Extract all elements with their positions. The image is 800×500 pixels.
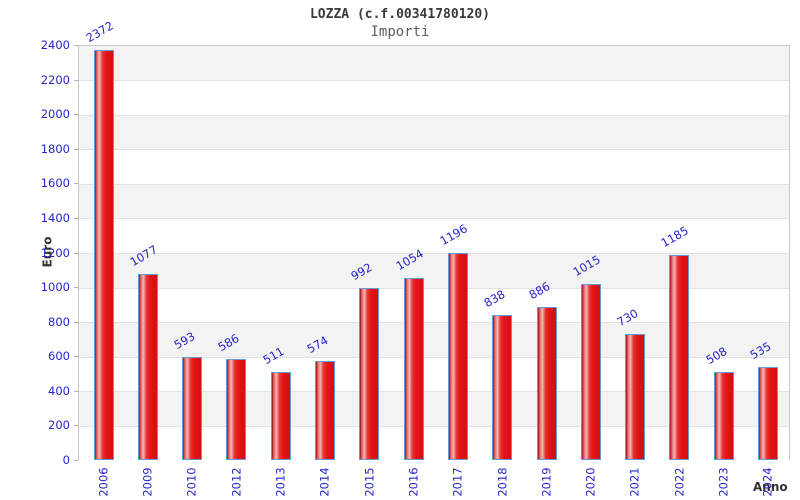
x-tick-label: 2020 — [584, 462, 598, 500]
gridline — [79, 287, 789, 289]
y-tick-mark — [74, 252, 78, 254]
x-tick-label: 2014 — [318, 462, 332, 500]
y-tick-mark — [74, 287, 78, 289]
x-tick-label-text: 2022 — [672, 467, 687, 497]
chart-title: LOZZA (c.f.00341780120) — [309, 7, 490, 22]
x-tick-label: 2016 — [407, 462, 421, 500]
y-tick-label: 0 — [62, 453, 70, 467]
x-tick-label-text: 2017 — [450, 467, 465, 497]
x-tick-label: 2024 — [761, 462, 775, 500]
y-tick-mark — [74, 79, 78, 81]
bar-2009 — [137, 273, 158, 460]
y-tick-mark — [74, 356, 78, 358]
bar-value-label: 2372 — [83, 18, 116, 45]
y-tick-label: 1400 — [40, 210, 70, 225]
bar-2016 — [403, 277, 424, 460]
bar-2024 — [758, 367, 778, 460]
y-tick-label: 1200 — [40, 245, 70, 260]
bar-2012 — [226, 358, 247, 460]
y-tick-label: 2400 — [40, 38, 70, 52]
x-tick-label: 2018 — [495, 462, 509, 500]
bar-2006 — [93, 49, 114, 460]
y-tick-label: 1000 — [40, 280, 70, 295]
x-tick-label-text: 2013 — [273, 467, 288, 497]
x-tick-label: 2022 — [672, 462, 686, 500]
bar-2022 — [669, 255, 690, 460]
y-tick-label: 400 — [48, 383, 70, 398]
bar-2020 — [580, 284, 601, 460]
y-tick-mark — [74, 460, 78, 461]
gridline — [79, 391, 789, 393]
x-tick-label: 2021 — [628, 462, 642, 500]
gridline — [79, 425, 789, 427]
y-tick-mark — [74, 148, 78, 150]
gridline — [79, 149, 789, 151]
x-tick-label-text: 2019 — [539, 467, 554, 497]
y-tick-label: 200 — [48, 418, 70, 433]
bar-2017 — [447, 253, 468, 460]
gridline — [79, 183, 789, 185]
bar-2013 — [270, 371, 291, 460]
x-tick-label: 2006 — [97, 462, 111, 500]
gridline — [79, 356, 789, 358]
x-tick-label-text: 2012 — [229, 467, 244, 497]
x-tick-label: 2015 — [362, 462, 376, 500]
x-tick-label-text: 2018 — [495, 467, 510, 497]
bar-2015 — [359, 288, 380, 460]
plot-band — [79, 218, 789, 254]
x-tick-label: 2017 — [451, 462, 465, 500]
y-tick-label: 1800 — [40, 141, 70, 156]
y-tick-label: 2200 — [40, 72, 70, 87]
plot-band — [79, 46, 789, 81]
x-tick-label-text: 2020 — [583, 467, 598, 497]
gridline — [79, 253, 789, 254]
x-tick-label-text: 2023 — [716, 467, 731, 497]
plot-band — [79, 184, 789, 219]
bar-2014 — [315, 360, 335, 460]
y-tick-mark — [74, 45, 78, 46]
bar-2023 — [713, 372, 734, 460]
gridline — [79, 114, 789, 116]
x-tick-label: 2019 — [540, 462, 554, 500]
x-tick-label-text: 2009 — [140, 467, 155, 497]
x-tick-label: 2009 — [141, 462, 155, 500]
y-tick-label: 600 — [48, 349, 70, 364]
gridline — [79, 218, 789, 220]
y-tick-label: 800 — [48, 314, 70, 329]
bar-2018 — [492, 315, 513, 460]
plot-band — [79, 80, 789, 116]
x-tick-label-text: 2010 — [185, 467, 200, 497]
y-tick-mark — [74, 425, 78, 427]
bar-2021 — [625, 333, 646, 460]
plot-band — [79, 115, 789, 150]
y-tick-label: 1600 — [40, 176, 70, 191]
chart-subtitle: Importi — [370, 24, 430, 40]
y-tick-mark — [74, 321, 78, 323]
x-tick-label-text: 2021 — [628, 467, 643, 497]
x-tick-label-text: 2015 — [362, 467, 377, 497]
x-tick-label: 2012 — [229, 462, 243, 500]
y-tick-mark — [74, 183, 78, 185]
x-tick-label: 2023 — [717, 462, 731, 500]
gridline — [79, 322, 789, 324]
y-tick-mark — [74, 217, 78, 219]
y-tick-mark — [74, 390, 78, 392]
x-tick-label: 2013 — [274, 462, 288, 500]
x-tick-label-text: 2006 — [96, 467, 111, 497]
y-tick-label: 2000 — [40, 107, 70, 122]
x-tick-label-text: 2016 — [406, 467, 421, 497]
x-tick-label-text: 2014 — [318, 467, 332, 497]
gridline — [79, 80, 789, 82]
bar-2019 — [536, 306, 557, 460]
x-axis-title: Anno — [753, 480, 788, 494]
bar-2010 — [182, 357, 203, 460]
plot-band — [79, 149, 789, 185]
y-tick-mark — [74, 114, 78, 116]
x-tick-label: 2010 — [185, 462, 199, 500]
x-tick-label-text: 2024 — [761, 467, 775, 497]
